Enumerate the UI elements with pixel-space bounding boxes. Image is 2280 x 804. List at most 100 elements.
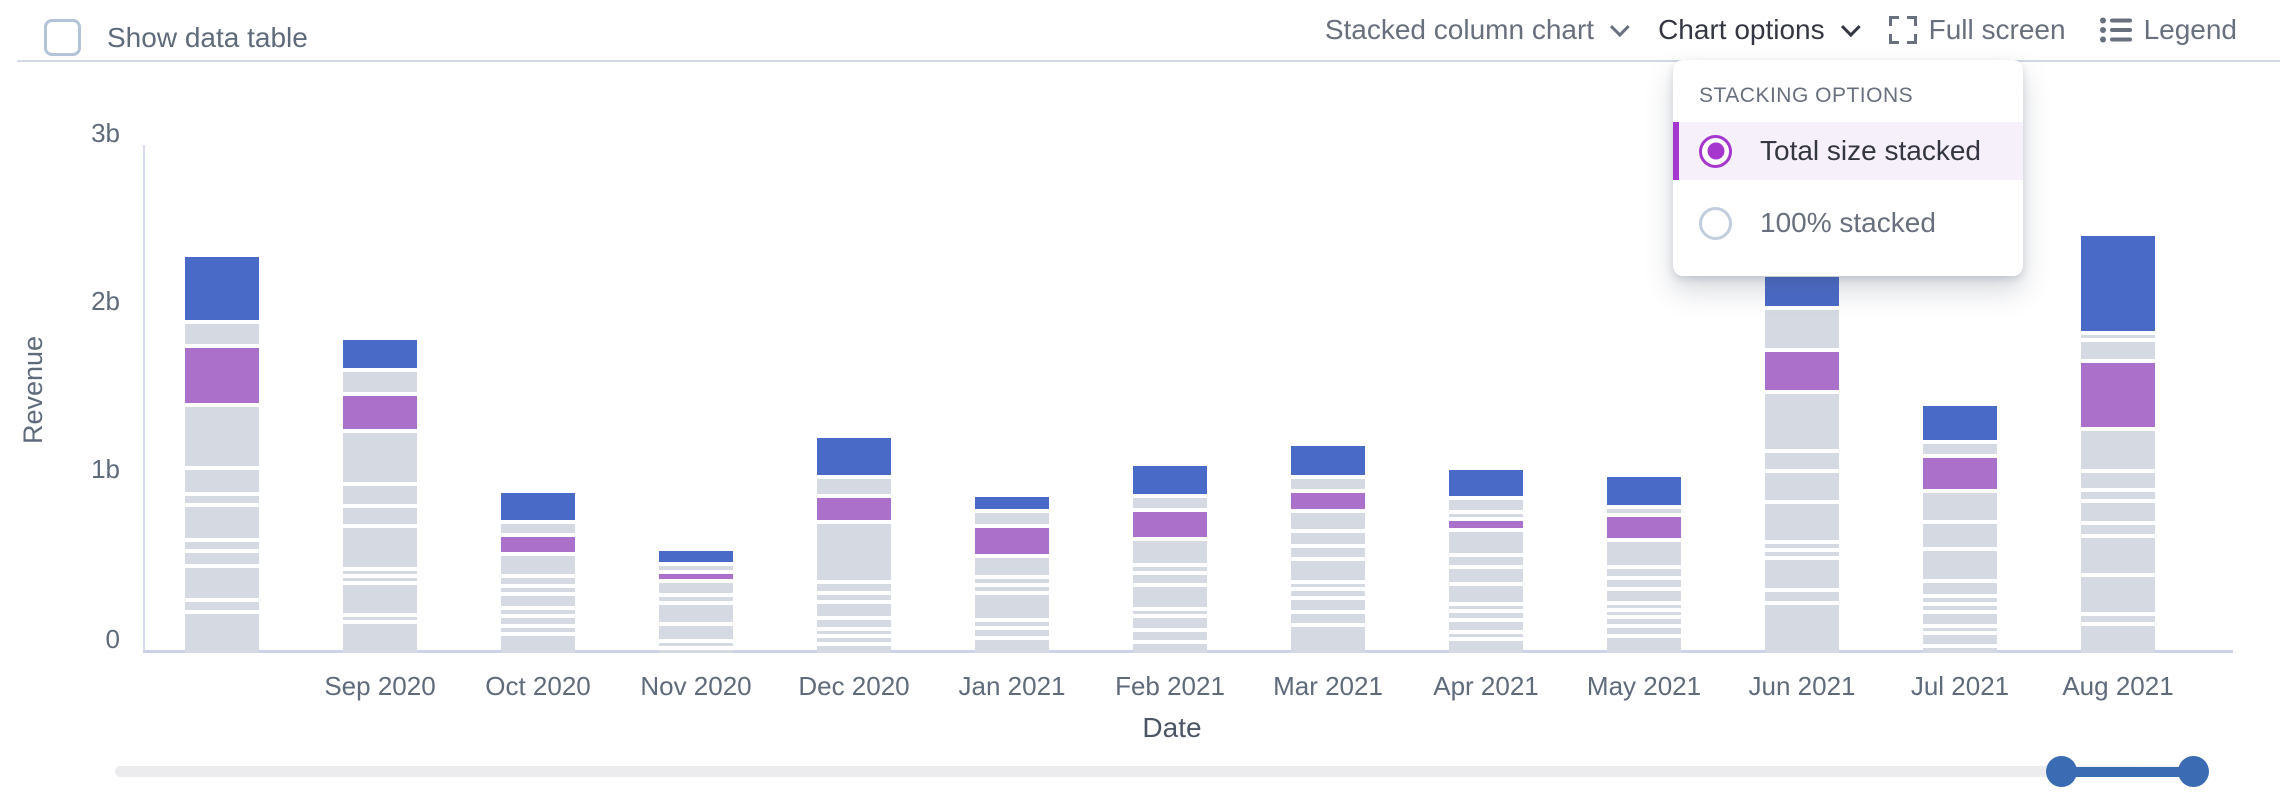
bar-segment[interactable]	[1133, 618, 1207, 628]
bar-segment[interactable]	[1765, 552, 1839, 556]
bar-segment[interactable]	[659, 643, 733, 646]
bar-segment[interactable]	[185, 407, 259, 466]
bar-segment[interactable]	[1291, 614, 1365, 623]
bar-segment[interactable]	[817, 438, 891, 475]
bar-segment[interactable]	[2081, 492, 2155, 499]
bar-segment[interactable]	[659, 583, 733, 593]
chart-options-dropdown[interactable]: Chart options	[1658, 14, 1861, 46]
bar-segment[interactable]	[975, 595, 1049, 618]
bar-segment[interactable]	[975, 558, 1049, 575]
bar-segment[interactable]	[185, 324, 259, 344]
bar-segment[interactable]	[975, 579, 1049, 583]
bar-aug-2020[interactable]	[185, 257, 259, 653]
bar-segment[interactable]	[1449, 634, 1523, 637]
bar-segment[interactable]	[1291, 446, 1365, 475]
bar-Feb 2021[interactable]	[1133, 466, 1207, 653]
bar-segment[interactable]	[1133, 567, 1207, 571]
bar-segment[interactable]	[1765, 453, 1839, 469]
bar-segment[interactable]	[343, 585, 417, 613]
bar-segment[interactable]	[1923, 598, 1997, 602]
bar-segment[interactable]	[817, 584, 891, 591]
bar-segment[interactable]	[975, 587, 1049, 591]
bar-segment[interactable]	[2081, 503, 2155, 521]
bar-segment[interactable]	[817, 595, 891, 600]
bar-segment[interactable]	[2081, 431, 2155, 469]
bar-segment[interactable]	[1291, 513, 1365, 529]
bar-segment[interactable]	[1923, 628, 1997, 631]
radio-selected-icon[interactable]	[1699, 134, 1732, 168]
bar-Oct 2020[interactable]	[501, 493, 575, 653]
bar-segment[interactable]	[185, 496, 259, 503]
bar-segment[interactable]	[501, 537, 575, 552]
bar-segment[interactable]	[343, 340, 417, 368]
bar-segment[interactable]	[2081, 616, 2155, 622]
bar-segment[interactable]	[185, 257, 259, 320]
bar-segment[interactable]	[1291, 479, 1365, 489]
slider-left-handle[interactable]	[2045, 756, 2077, 787]
bar-segment[interactable]	[185, 542, 259, 549]
bar-segment[interactable]	[1923, 444, 1997, 454]
bar-segment[interactable]	[1765, 352, 1839, 390]
slider-right-handle[interactable]	[2177, 756, 2209, 787]
bar-Dec 2020[interactable]	[817, 438, 891, 653]
bar-segment[interactable]	[343, 571, 417, 574]
bar-segment[interactable]	[1923, 524, 1997, 547]
bar-segment[interactable]	[185, 470, 259, 492]
bar-segment[interactable]	[185, 568, 259, 598]
bar-segment[interactable]	[1133, 498, 1207, 508]
bar-segment[interactable]	[1765, 592, 1839, 601]
bar-segment[interactable]	[1607, 517, 1681, 538]
bar-segment[interactable]	[1291, 600, 1365, 610]
bar-segment[interactable]	[1133, 512, 1207, 537]
bar-segment[interactable]	[1765, 310, 1839, 348]
bar-segment[interactable]	[1923, 551, 1997, 579]
bar-segment[interactable]	[659, 650, 733, 653]
bar-segment[interactable]	[501, 493, 575, 520]
bar-segment[interactable]	[1923, 406, 1997, 440]
bar-segment[interactable]	[1291, 627, 1365, 653]
bar-segment[interactable]	[1923, 458, 1997, 489]
bar-segment[interactable]	[1133, 466, 1207, 494]
bar-segment[interactable]	[501, 556, 575, 574]
bar-segment[interactable]	[1607, 638, 1681, 653]
bar-segment[interactable]	[1449, 514, 1523, 517]
radio-unselected-icon[interactable]	[1699, 206, 1732, 240]
bar-segment[interactable]	[343, 433, 417, 482]
bar-Jul 2021[interactable]	[1923, 406, 1997, 653]
bar-Sep 2020[interactable]	[343, 340, 417, 653]
bar-segment[interactable]	[1291, 591, 1365, 596]
bar-segment[interactable]	[817, 479, 891, 494]
bar-segment[interactable]	[1923, 635, 1997, 644]
full-screen-button[interactable]: Full screen	[1888, 14, 2066, 46]
bar-segment[interactable]	[817, 620, 891, 627]
bar-segment[interactable]	[1765, 277, 1839, 306]
bar-segment[interactable]	[1133, 541, 1207, 563]
bar-segment[interactable]	[343, 508, 417, 524]
bar-segment[interactable]	[1923, 648, 1997, 653]
bar-segment[interactable]	[975, 622, 1049, 626]
bar-segment[interactable]	[501, 610, 575, 614]
bar-segment[interactable]	[1607, 477, 1681, 505]
bar-Mar 2021[interactable]	[1291, 446, 1365, 653]
bar-segment[interactable]	[1607, 569, 1681, 576]
bar-segment[interactable]	[501, 578, 575, 584]
bar-segment[interactable]	[1607, 509, 1681, 513]
bar-segment[interactable]	[1449, 532, 1523, 553]
bar-segment[interactable]	[343, 486, 417, 504]
bar-segment[interactable]	[2081, 473, 2155, 488]
bar-segment[interactable]	[1765, 394, 1839, 449]
bar-segment[interactable]	[1765, 560, 1839, 588]
slider-track[interactable]	[115, 766, 2208, 777]
bar-segment[interactable]	[975, 513, 1049, 524]
bar-May 2021[interactable]	[1607, 477, 1681, 653]
bar-segment[interactable]	[817, 646, 891, 653]
bar-segment[interactable]	[817, 638, 891, 642]
bar-segment[interactable]	[2081, 342, 2155, 359]
bar-segment[interactable]	[1607, 580, 1681, 587]
bar-segment[interactable]	[2081, 236, 2155, 331]
bar-Aug 2021[interactable]	[2081, 236, 2155, 653]
bar-segment[interactable]	[975, 497, 1049, 509]
bar-segment[interactable]	[185, 507, 259, 538]
bar-segment[interactable]	[1449, 622, 1523, 630]
bar-segment[interactable]	[2081, 363, 2155, 427]
